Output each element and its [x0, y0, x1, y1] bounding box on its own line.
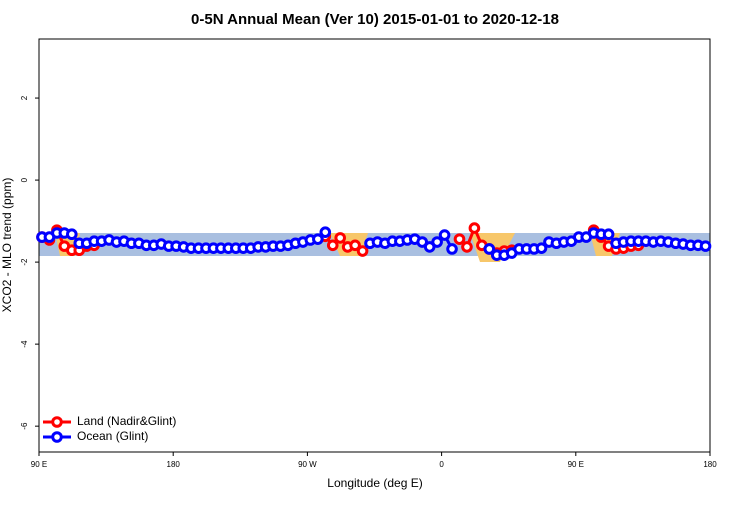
point	[446, 243, 458, 255]
y-tick-label: -4	[20, 340, 29, 348]
y-axis-label: XCO2 - MLO trend (ppm)	[0, 178, 14, 313]
point	[349, 239, 361, 252]
x-tick-label: 0	[439, 460, 444, 469]
point	[461, 241, 473, 253]
point	[438, 229, 451, 241]
y-tick-label: -6	[20, 422, 29, 430]
point	[319, 226, 332, 238]
legend-marker	[51, 431, 63, 443]
point	[453, 233, 466, 245]
point	[326, 239, 339, 252]
point	[423, 241, 436, 253]
legend-label: Ocean (Glint)	[77, 429, 148, 443]
point	[66, 228, 78, 241]
x-tick-label: 90 E	[568, 460, 584, 469]
x-tick-label: 90 W	[298, 460, 317, 469]
point	[483, 243, 496, 255]
y-tick-label: 0	[20, 177, 29, 182]
x-tick-label: 180	[167, 460, 181, 469]
point	[312, 233, 324, 245]
y-tick-label: 2	[20, 95, 29, 100]
x-tick-label: 180	[703, 460, 717, 469]
x-tick-label: 90 E	[31, 460, 47, 469]
point	[699, 240, 712, 252]
legend-marker	[51, 416, 63, 428]
point	[535, 242, 548, 254]
point	[602, 228, 615, 241]
y-tick-label: -2	[20, 258, 29, 266]
point	[468, 222, 481, 234]
point	[356, 245, 369, 257]
legend-label: Land (Nadir&Glint)	[77, 414, 176, 428]
chart-title: 0-5N Annual Mean (Ver 10) 2015-01-01 to …	[191, 11, 559, 28]
point	[416, 236, 429, 248]
point	[334, 232, 347, 244]
x-axis-label: Longitude (deg E)	[327, 476, 422, 490]
point	[431, 236, 443, 248]
